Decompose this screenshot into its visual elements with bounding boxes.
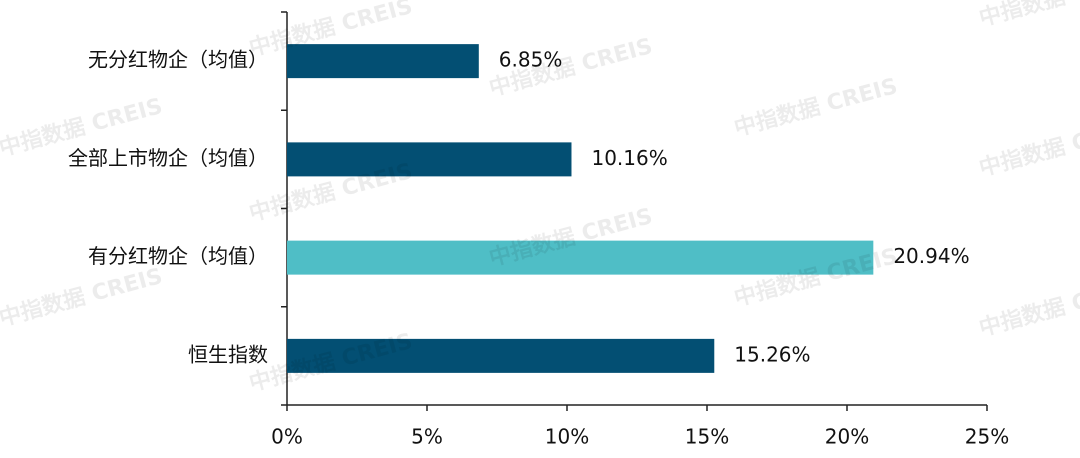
value-label: 20.94% xyxy=(893,244,969,268)
x-tick-label: 25% xyxy=(965,425,1009,449)
x-tick-label: 10% xyxy=(545,425,589,449)
value-label: 15.26% xyxy=(734,342,810,366)
value-label: 10.16% xyxy=(591,146,667,170)
watermark: 中指数据 CREIS xyxy=(0,263,165,332)
x-tick-label: 20% xyxy=(825,425,869,449)
x-tick-label: 15% xyxy=(685,425,729,449)
bar xyxy=(287,240,874,275)
category-label: 有分红物企（均值） xyxy=(88,244,268,268)
value-label: 6.85% xyxy=(499,48,563,72)
watermark: 中指数据 CREIS xyxy=(976,273,1080,342)
x-tick-label: 0% xyxy=(271,425,303,449)
x-tick-label: 5% xyxy=(411,425,443,449)
bar xyxy=(287,44,479,79)
watermark: 中指数据 CREIS xyxy=(976,0,1080,32)
bar xyxy=(287,338,715,373)
bar xyxy=(287,142,572,177)
category-label: 全部上市物企（均值） xyxy=(68,146,268,170)
watermark: 中指数据 CREIS xyxy=(731,73,900,142)
watermark: 中指数据 CREIS xyxy=(976,113,1080,182)
category-label: 恒生指数 xyxy=(188,342,268,366)
category-label: 无分红物企（均值） xyxy=(88,48,268,72)
